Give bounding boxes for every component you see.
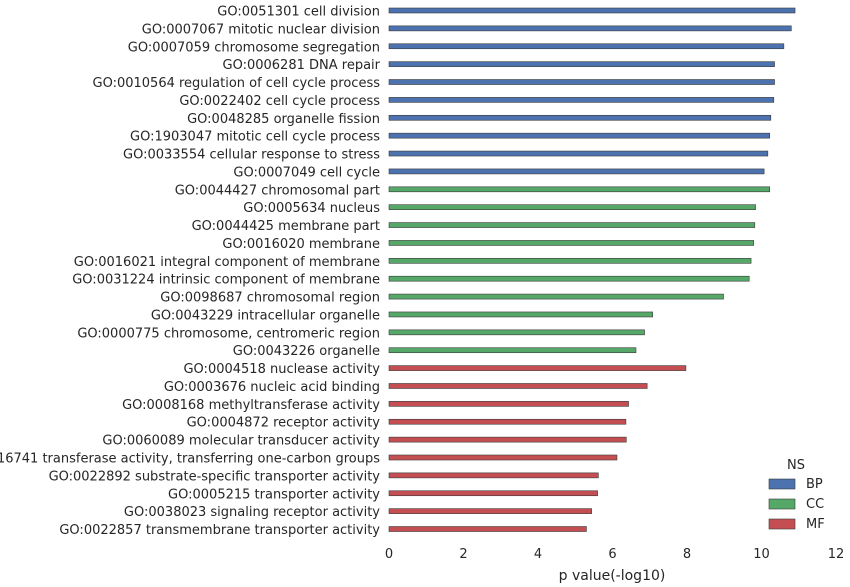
bar-bp — [388, 132, 770, 139]
bar-cc — [388, 186, 770, 193]
bar-bp — [388, 61, 775, 67]
bar-mf — [388, 490, 598, 497]
category-label: GO:0004518 nuclease activity — [183, 362, 380, 377]
category-label: GO:0033554 cellular response to stress — [123, 148, 380, 163]
bar-cc — [388, 258, 752, 264]
bar-mf — [388, 508, 592, 514]
legend-swatch-bp — [768, 478, 796, 490]
legend-label-mf: MF — [806, 517, 825, 532]
bar-bp — [388, 79, 775, 85]
x-tick-label: 10 — [753, 547, 770, 562]
category-label: GO:0004872 receptor activity — [187, 416, 381, 431]
category-label: GO:0005634 nucleus — [243, 201, 380, 216]
bar-cc — [388, 275, 750, 282]
bar-mf — [388, 383, 648, 389]
bar-cc — [388, 293, 724, 300]
category-label: GO:0010564 regulation of cell cycle proc… — [93, 76, 381, 91]
category-label: GO:0007067 mitotic nuclear division — [142, 22, 380, 37]
category-label: GO:0016020 membrane — [222, 237, 380, 252]
category-label: GO:0007049 cell cycle — [233, 165, 380, 180]
legend-label-cc: CC — [806, 497, 824, 512]
legend-title: NS — [787, 458, 805, 473]
category-label: GO:0031224 intrinsic component of membra… — [72, 273, 380, 288]
bar-mf — [388, 436, 627, 443]
category-label: GO:0022402 cell cycle process — [179, 94, 380, 109]
bar-mf — [388, 454, 618, 461]
category-label: GO:0022892 substrate-specific transporte… — [49, 469, 381, 484]
category-label: GO:0008168 methyltransferase activity — [122, 398, 380, 413]
category-label: GO:0044427 chromosomal part — [175, 183, 380, 198]
x-ticks-group: 0 2 4 6 8 10 12 — [385, 547, 844, 562]
x-tick-label: 12 — [828, 547, 845, 562]
category-label: GO:0000775 chromosome, centromeric regio… — [77, 326, 380, 341]
bar-cc — [388, 204, 756, 210]
bar-bp — [388, 43, 785, 50]
category-label: GO:0098687 chromosomal region — [160, 291, 380, 306]
legend-label-bp: BP — [806, 477, 823, 492]
bar-mf — [388, 526, 587, 532]
bar-cc — [388, 311, 654, 318]
legend-swatch-cc — [768, 498, 796, 510]
x-tick-label: 2 — [459, 547, 467, 562]
category-label: GO:0016741 transferase activity, transfe… — [0, 452, 380, 467]
category-label: GO:0048285 organelle fission — [187, 112, 380, 127]
category-labels-group: GO:0051301 cell division GO:0007067 mitot… — [0, 5, 381, 539]
x-tick-label: 4 — [534, 547, 542, 562]
category-label: GO:0043226 organelle — [233, 344, 380, 359]
bar-mf — [388, 401, 629, 407]
x-axis-label: p value(-log10) — [559, 568, 666, 584]
legend-swatch-mf — [768, 518, 796, 530]
bar-bp — [388, 7, 796, 14]
legend: NS BP CC MF — [768, 458, 825, 532]
bar-bp — [388, 25, 792, 32]
category-label: GO:0007059 chromosome segregation — [128, 40, 380, 55]
category-label: GO:0043229 intracellular organelle — [151, 308, 380, 323]
bar-mf — [388, 365, 687, 371]
x-tick-label: 6 — [608, 547, 616, 562]
category-label: GO:0006281 DNA repair — [223, 58, 381, 73]
bar-bp — [388, 150, 769, 157]
bar-bp — [388, 97, 775, 103]
x-tick-label: 0 — [385, 547, 393, 562]
bar-mf — [388, 418, 627, 425]
category-label: GO:0005215 transporter activity — [168, 487, 380, 502]
bar-bp — [388, 114, 772, 121]
legend-items: BP CC MF — [768, 477, 825, 532]
bar-mf — [388, 472, 599, 479]
category-label: GO:0051301 cell division — [217, 5, 380, 20]
category-label: GO:0038023 signaling receptor activity — [124, 505, 380, 520]
category-label: GO:0044425 membrane part — [192, 219, 380, 234]
bar-bp — [388, 168, 765, 175]
category-label: GO:0022857 transmembrane transporter act… — [59, 523, 380, 538]
category-label: GO:1903047 mitotic cell cycle process — [130, 130, 380, 145]
category-label: GO:0003676 nucleic acid binding — [164, 380, 380, 395]
bar-cc — [388, 240, 754, 246]
bars-group — [388, 7, 796, 532]
bar-cc — [388, 329, 645, 336]
category-label: GO:0060089 molecular transducer activity — [102, 434, 380, 449]
category-label: GO:0016021 integral component of membran… — [74, 255, 380, 270]
x-tick-label: 8 — [683, 547, 691, 562]
bar-cc — [388, 347, 637, 354]
bar-cc — [388, 222, 756, 228]
